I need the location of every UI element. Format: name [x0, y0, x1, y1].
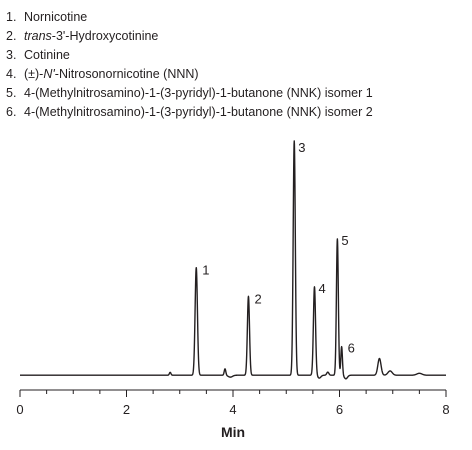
- x-tick-label: 6: [336, 402, 343, 417]
- legend-item-prefix: (±)-: [24, 67, 44, 81]
- peak-label: 2: [254, 291, 261, 306]
- x-tick-label: 4: [229, 402, 236, 417]
- peak-legend: 1. Nornicotine 2. trans-3'-Hydroxycotinine 3…: [6, 8, 373, 122]
- legend-item-label: 4-(Methylnitrosamino)-1-(3-pyridyl)-1-bu…: [24, 86, 373, 100]
- x-tick-label: 2: [123, 402, 130, 417]
- legend-item-italic: trans: [24, 29, 52, 43]
- legend-item-label: -Nitrosonornicotine (NNN): [54, 67, 199, 81]
- x-tick-label: 0: [16, 402, 23, 417]
- peak-label: 4: [318, 281, 325, 296]
- legend-item: 1. Nornicotine: [6, 8, 373, 27]
- x-tick-label: 8: [442, 402, 449, 417]
- x-axis-title: Min: [221, 424, 245, 440]
- legend-item: 5. 4-(Methylnitrosamino)-1-(3-pyridyl)-1-…: [6, 84, 373, 103]
- legend-item-number: 1.: [6, 10, 17, 24]
- legend-item-number: 5.: [6, 86, 17, 100]
- peak-label: 5: [341, 233, 348, 248]
- legend-item-label: Nornicotine: [24, 10, 88, 24]
- legend-item-italic: N': [43, 67, 55, 81]
- peak-label: 6: [348, 341, 355, 356]
- legend-item-number: 4.: [6, 67, 17, 81]
- legend-item: 2. trans-3'-Hydroxycotinine: [6, 27, 373, 46]
- peak-label: 1: [202, 263, 209, 278]
- legend-item: 3. Cotinine: [6, 46, 373, 65]
- legend-item: 4. (±)-N'-Nitrosonornicotine (NNN): [6, 65, 373, 84]
- legend-item-number: 2.: [6, 29, 17, 43]
- chromatogram-trace: [19, 140, 447, 380]
- legend-item-number: 3.: [6, 48, 17, 62]
- legend-item-label: 4-(Methylnitrosamino)-1-(3-pyridyl)-1-bu…: [24, 105, 373, 119]
- legend-item-label: -3'-Hydroxycotinine: [51, 29, 159, 43]
- peak-label: 3: [298, 140, 305, 155]
- legend-item-label: Cotinine: [24, 48, 70, 62]
- legend-item: 6. 4-(Methylnitrosamino)-1-(3-pyridyl)-1-…: [6, 103, 373, 122]
- legend-item-number: 6.: [6, 105, 17, 119]
